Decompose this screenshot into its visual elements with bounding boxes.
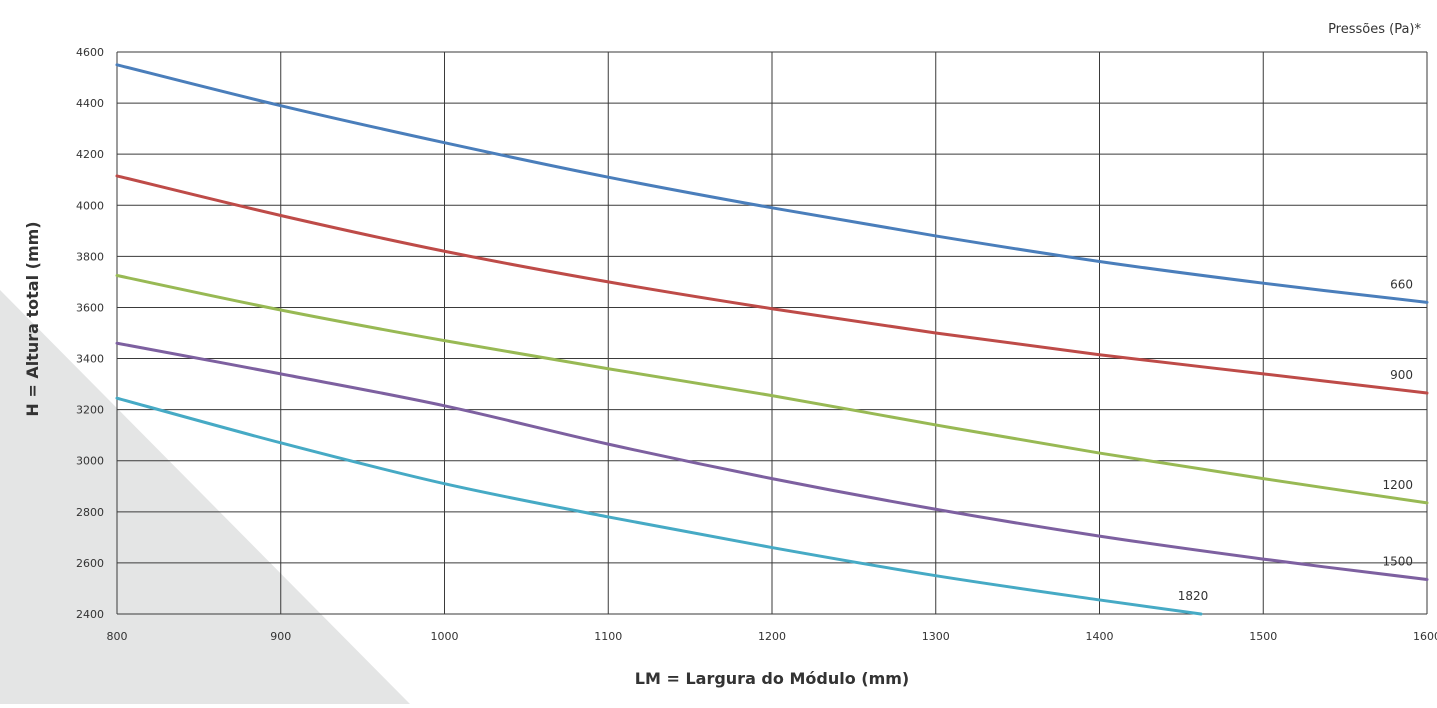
- grid: [116, 51, 1428, 615]
- y-tick-label: 4600: [76, 46, 104, 59]
- x-tick-label: 1200: [758, 630, 786, 643]
- background-triangle: [0, 290, 410, 704]
- x-tick-label: 800: [107, 630, 128, 643]
- x-tick-label: 1100: [594, 630, 622, 643]
- y-tick-label: 3600: [76, 301, 104, 314]
- x-tick-label: 1300: [922, 630, 950, 643]
- legend-title: Pressões (Pa)*: [1328, 22, 1421, 37]
- tick-labels: 800 900 1000 1100 1200 1300 1400 1500 1600 2400 26…: [76, 46, 1437, 643]
- y-tick-label: 3800: [76, 250, 104, 263]
- y-tick-label: 2800: [76, 506, 104, 519]
- y-tick-label: 2600: [76, 557, 104, 570]
- x-tick-label: 900: [270, 630, 291, 643]
- series-labels: 660 900 1200 1500 1820: [1178, 277, 1413, 603]
- y-tick-label: 2400: [76, 608, 104, 621]
- x-tick-label: 1400: [1086, 630, 1114, 643]
- x-axis-title: LM = Largura do Módulo (mm): [635, 669, 909, 688]
- series-line-1200: [115, 274, 1429, 505]
- series-line-660: [115, 63, 1429, 304]
- y-tick-label: 4400: [76, 97, 104, 110]
- series-label-1500: 1500: [1382, 555, 1413, 569]
- series-label-900: 900: [1390, 368, 1413, 382]
- series-line-1820: [115, 396, 1203, 616]
- series-line-1500: [115, 341, 1429, 582]
- y-tick-label: 4200: [76, 148, 104, 161]
- y-axis-title: H = Altura total (mm): [23, 221, 42, 416]
- y-tick-label: 3000: [76, 455, 104, 468]
- series-label-1820: 1820: [1178, 589, 1209, 603]
- series-label-1200: 1200: [1382, 478, 1413, 492]
- series-label-660: 660: [1390, 277, 1413, 291]
- x-tick-label: 1600: [1413, 630, 1437, 643]
- x-tick-label: 1000: [431, 630, 459, 643]
- series-line-900: [115, 174, 1429, 395]
- y-tick-label: 3400: [76, 353, 104, 366]
- series-lines: [115, 63, 1429, 616]
- x-tick-label: 1500: [1249, 630, 1277, 643]
- y-tick-label: 3200: [76, 404, 104, 417]
- y-tick-label: 4000: [76, 199, 104, 212]
